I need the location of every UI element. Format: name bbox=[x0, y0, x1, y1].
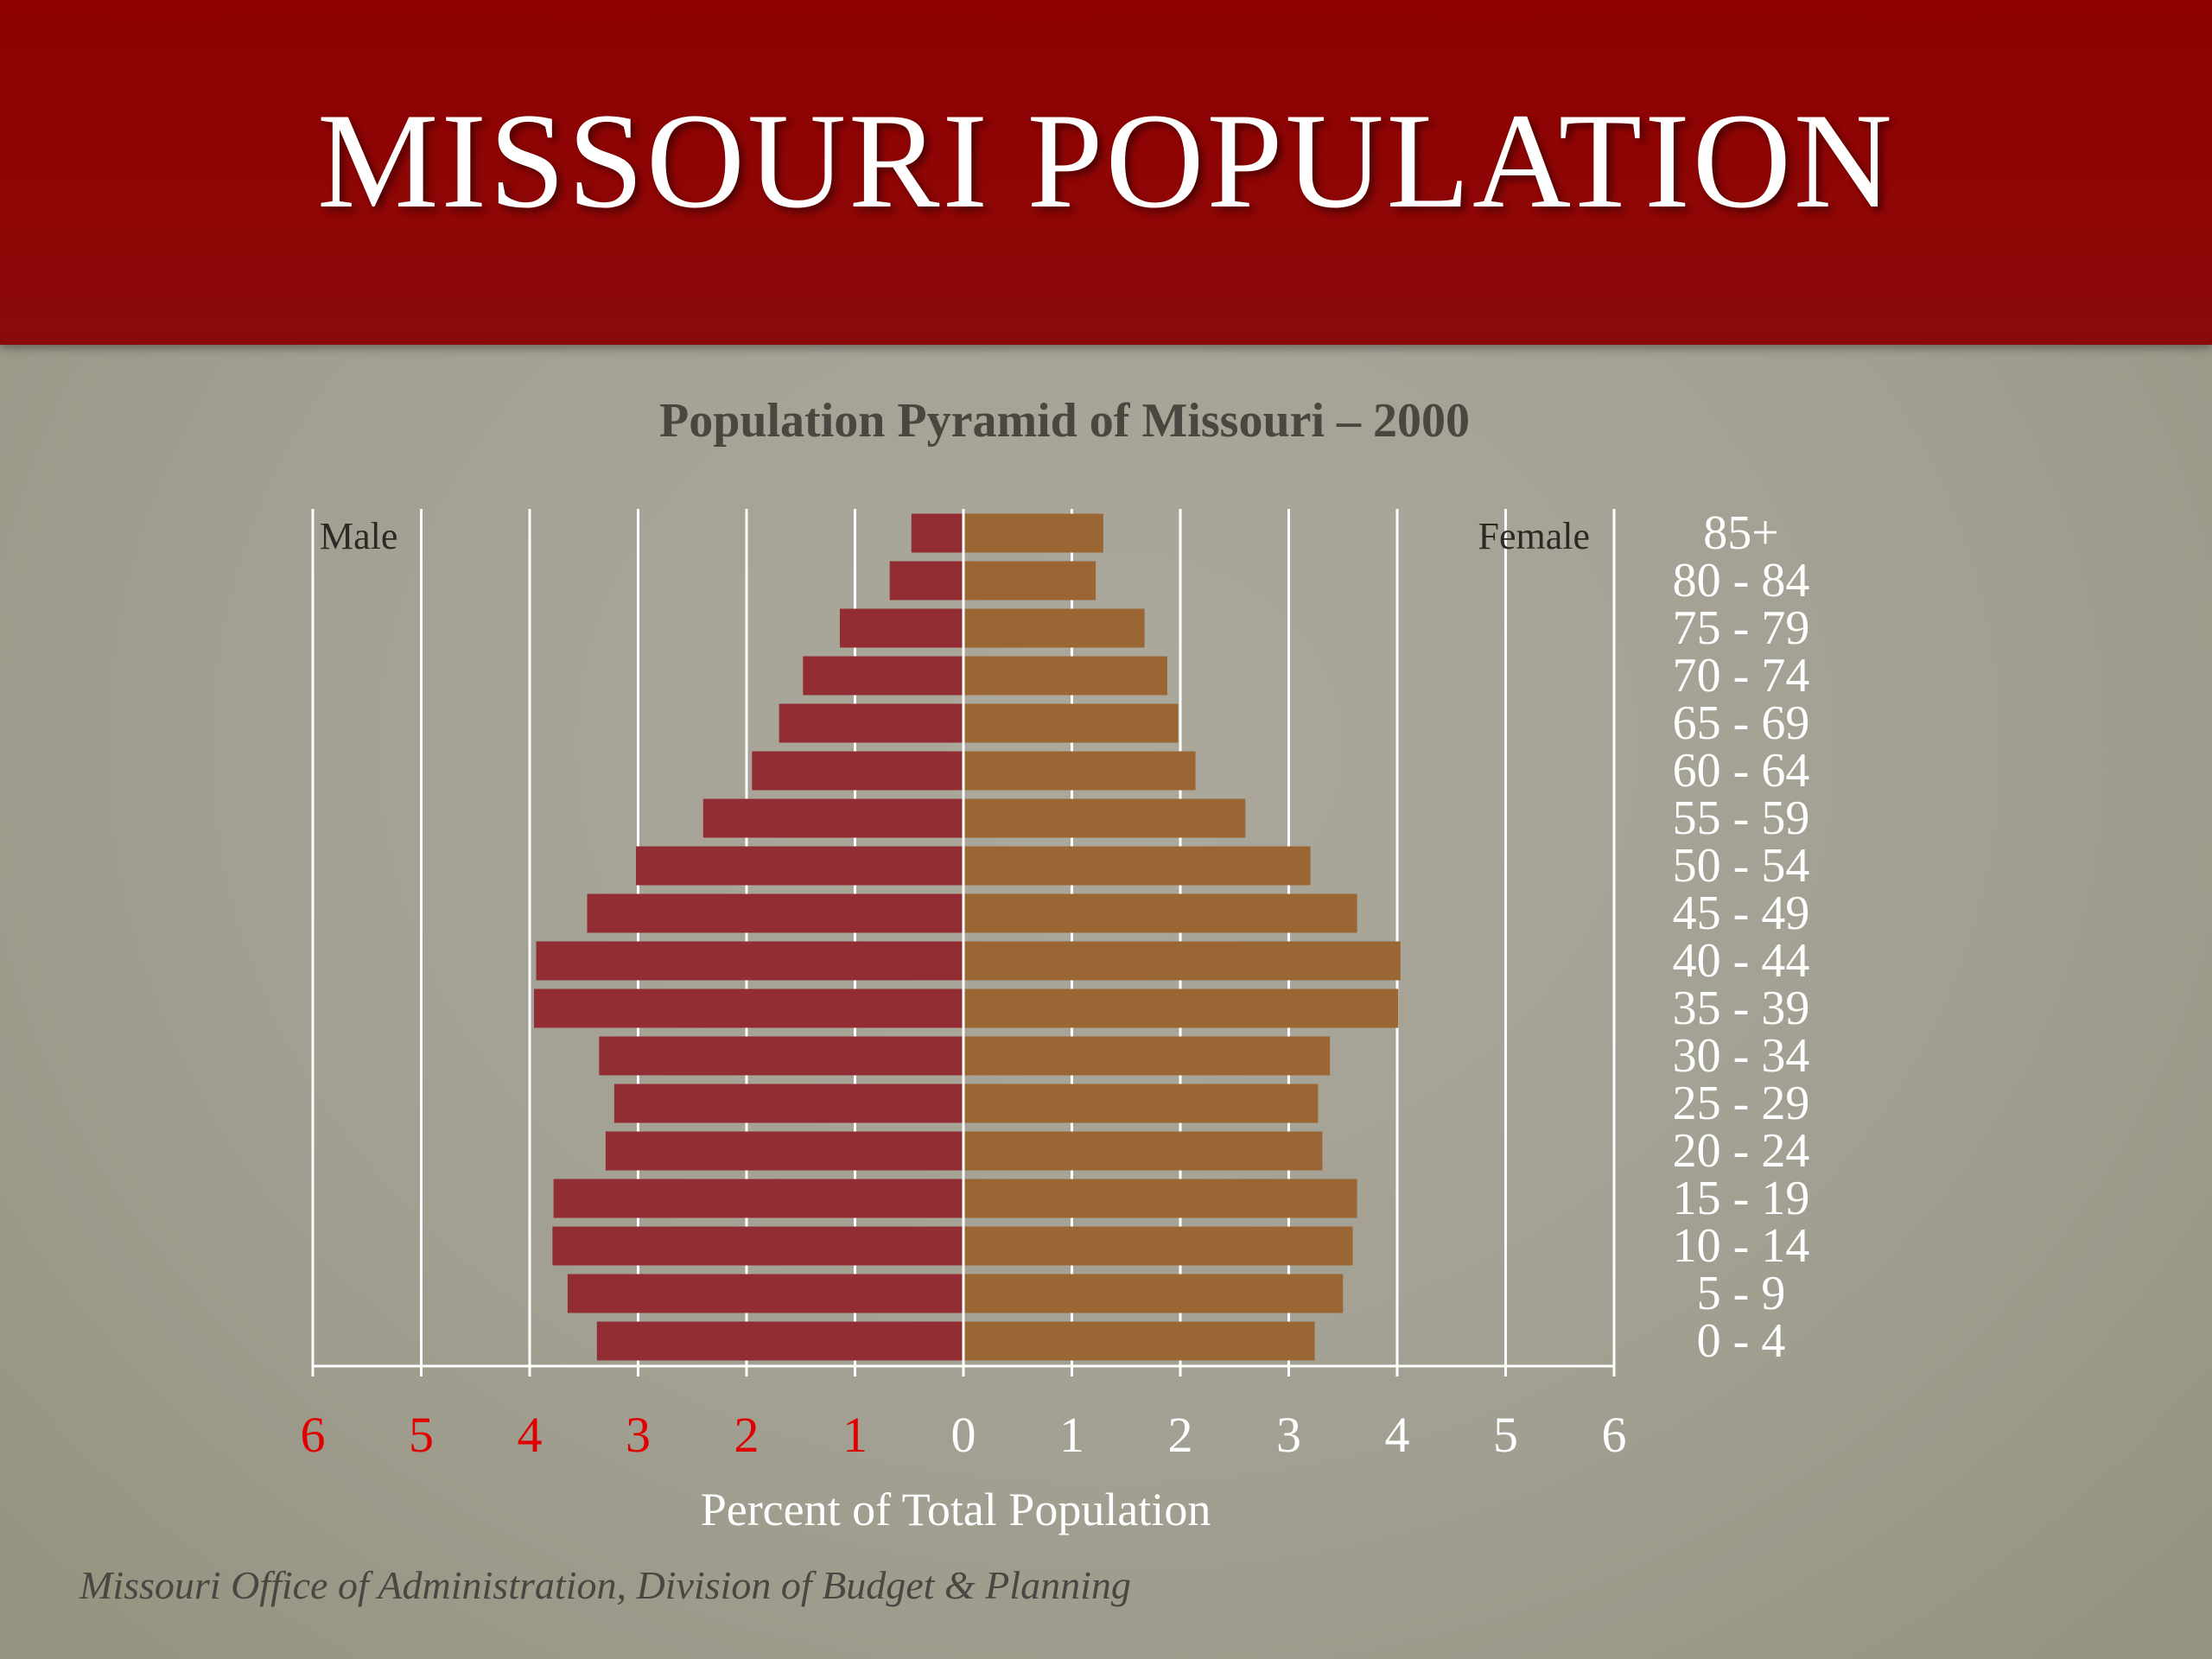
male-bar bbox=[587, 893, 963, 933]
slide-title: MISSOURI POPULATION bbox=[317, 86, 1895, 237]
female-bar bbox=[963, 941, 1401, 981]
female-bar bbox=[963, 988, 1399, 1028]
age-group-label: 30 - 34 bbox=[1673, 1029, 1810, 1083]
male-bar bbox=[553, 1179, 963, 1218]
x-axis-label: Percent of Total Population bbox=[701, 1484, 1211, 1535]
age-group-label: 65 - 69 bbox=[1673, 696, 1810, 750]
x-tick-label: 2 bbox=[1168, 1407, 1193, 1463]
age-group-label: 80 - 84 bbox=[1673, 554, 1810, 607]
x-tick-label: 5 bbox=[1493, 1407, 1518, 1463]
male-bar bbox=[613, 1084, 963, 1123]
x-tick-label: 5 bbox=[409, 1407, 434, 1463]
age-group-label: 40 - 44 bbox=[1673, 934, 1810, 988]
male-bar bbox=[839, 608, 963, 648]
female-bar bbox=[963, 608, 1145, 648]
x-tick-label: 1 bbox=[842, 1407, 868, 1463]
male-bar bbox=[803, 656, 963, 696]
age-group-label: 35 - 39 bbox=[1673, 982, 1810, 1035]
female-bar bbox=[963, 1179, 1357, 1218]
female-bar bbox=[963, 1274, 1344, 1313]
female-bar bbox=[963, 846, 1311, 886]
female-bar bbox=[963, 893, 1357, 933]
age-group-label: 70 - 74 bbox=[1673, 649, 1810, 702]
female-bar bbox=[963, 798, 1246, 838]
title-banner bbox=[0, 0, 2212, 345]
male-bar bbox=[635, 846, 963, 886]
age-group-label: 55 - 59 bbox=[1673, 791, 1810, 845]
female-bar bbox=[963, 1084, 1319, 1123]
female-bar bbox=[963, 513, 1103, 553]
source-credit: Missouri Office of Administration, Divis… bbox=[79, 1563, 1131, 1607]
age-group-label: 20 - 24 bbox=[1673, 1124, 1810, 1178]
age-group-label: 85+ bbox=[1703, 506, 1779, 560]
age-group-label: 10 - 14 bbox=[1673, 1219, 1810, 1273]
female-bar bbox=[963, 1321, 1315, 1361]
x-tick-label: 0 bbox=[951, 1407, 976, 1463]
female-bar bbox=[963, 1131, 1323, 1171]
female-bar bbox=[963, 561, 1096, 601]
male-bar bbox=[702, 798, 963, 838]
male-bar bbox=[552, 1226, 963, 1266]
female-legend-label: Female bbox=[1478, 515, 1590, 557]
male-bar bbox=[596, 1321, 963, 1361]
x-tick-label: 3 bbox=[626, 1407, 651, 1463]
x-tick-label: 1 bbox=[1059, 1407, 1084, 1463]
age-group-label: 60 - 64 bbox=[1673, 744, 1810, 798]
female-bar bbox=[963, 1226, 1353, 1266]
male-bar bbox=[534, 988, 963, 1028]
x-tick-label: 2 bbox=[734, 1407, 760, 1463]
age-group-label: 75 - 79 bbox=[1673, 601, 1810, 655]
chart-title: Population Pyramid of Missouri – 2000 bbox=[659, 394, 1470, 448]
male-legend-label: Male bbox=[320, 515, 397, 557]
male-bar bbox=[752, 751, 963, 791]
age-group-label: 15 - 19 bbox=[1673, 1172, 1810, 1225]
female-bar bbox=[963, 656, 1167, 696]
x-tick-label: 6 bbox=[301, 1407, 326, 1463]
age-group-label: 45 - 49 bbox=[1673, 887, 1810, 940]
age-group-label: 0 - 4 bbox=[1697, 1314, 1786, 1368]
female-bar bbox=[963, 1036, 1331, 1076]
age-group-label: 50 - 54 bbox=[1673, 839, 1810, 893]
male-bar bbox=[567, 1274, 963, 1313]
male-bar bbox=[536, 941, 963, 981]
x-tick-label: 4 bbox=[1385, 1407, 1410, 1463]
male-bar bbox=[779, 703, 963, 743]
age-group-label: 25 - 29 bbox=[1673, 1077, 1810, 1130]
male-bar bbox=[911, 513, 963, 553]
age-group-label: 5 - 9 bbox=[1697, 1267, 1786, 1320]
male-bar bbox=[599, 1036, 963, 1076]
male-bar bbox=[889, 561, 963, 601]
x-tick-label: 4 bbox=[518, 1407, 543, 1463]
male-bar bbox=[605, 1131, 963, 1171]
x-tick-label: 6 bbox=[1602, 1407, 1627, 1463]
female-bar bbox=[963, 751, 1196, 791]
x-tick-label: 3 bbox=[1276, 1407, 1301, 1463]
female-bar bbox=[963, 703, 1179, 743]
